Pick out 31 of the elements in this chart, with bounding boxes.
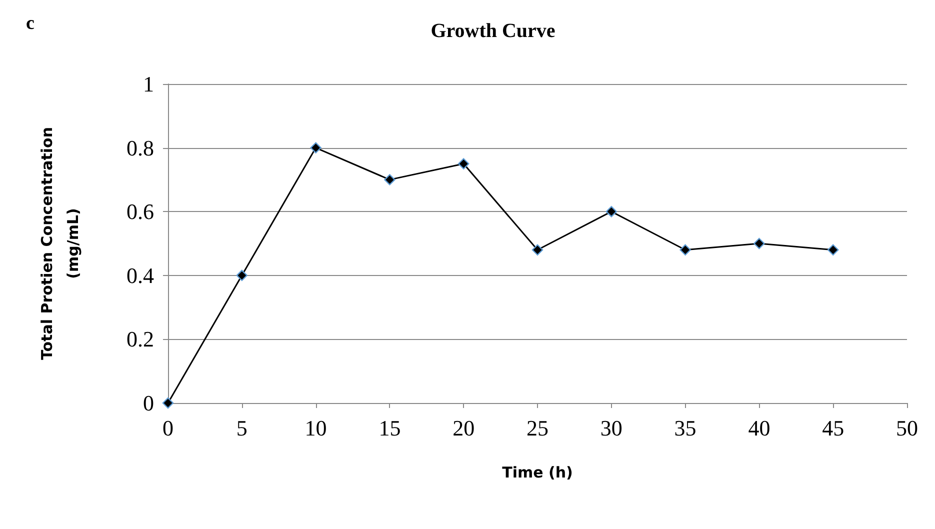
- x-tick-label: 0: [162, 416, 174, 440]
- x-tick-label: 50: [896, 416, 918, 440]
- point: [236, 270, 248, 281]
- x-tick-label: 30: [600, 416, 622, 440]
- point: [384, 174, 396, 186]
- x-tick-label: 25: [526, 416, 548, 440]
- point: [310, 142, 322, 154]
- x-tick-label: 5: [236, 416, 248, 440]
- point: [754, 238, 765, 250]
- y-axis-title: Total Protien Concentration (mg/mL): [38, 126, 82, 360]
- x-tick-label: 40: [748, 416, 770, 440]
- point: [458, 158, 470, 170]
- y-tick-label: 0.2: [126, 326, 154, 352]
- x-tick-label: 10: [304, 416, 327, 440]
- x-tick-label: 20: [452, 416, 475, 440]
- y-tick-label: 0.4: [126, 262, 154, 288]
- y-tick-label: 1: [143, 72, 154, 96]
- text: c: [26, 13, 34, 34]
- y-tick-label: 0.8: [126, 135, 154, 160]
- point: [680, 244, 691, 256]
- x-tick-label: 45: [822, 416, 844, 440]
- y-tick-label: 0.6: [126, 199, 154, 224]
- point: [606, 206, 617, 218]
- point: [162, 397, 174, 409]
- y-tick-label: 0: [143, 390, 154, 416]
- x-tick-label: 35: [674, 416, 696, 440]
- point: [828, 244, 839, 256]
- x-tick-label: 15: [378, 416, 401, 440]
- chart-title: Growth Curve: [430, 20, 556, 42]
- x-axis-title: Time (h): [502, 464, 573, 482]
- point: [532, 244, 544, 256]
